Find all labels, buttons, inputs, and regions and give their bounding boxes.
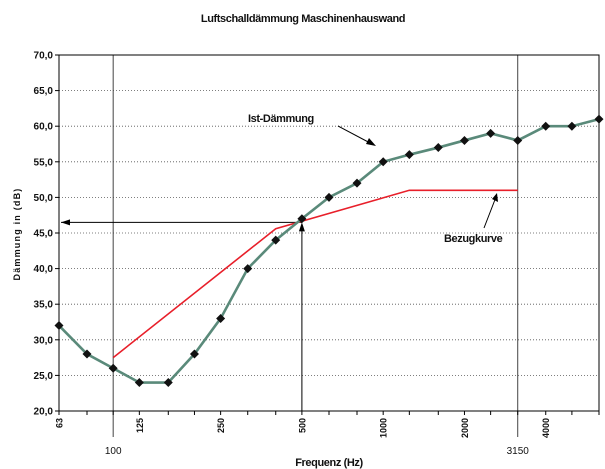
annotations: Ist-Dämmung Bezugkurve [248,113,503,245]
y-tick-label: 45,0 [34,229,54,240]
y-tick-label: 20,0 [34,407,54,418]
arrowhead [298,222,305,232]
data-point [567,121,577,131]
data-point [134,378,144,388]
data-point [108,363,118,373]
data-point [486,128,496,138]
arrowhead [366,138,376,146]
data-point [352,178,362,188]
x-tick-label: 125 [135,418,145,433]
data-point [54,321,64,331]
y-tick-label: 55,0 [34,157,54,168]
data-point [594,114,604,124]
data-point [243,264,253,274]
x-tick-label: 1000 [379,418,389,438]
series-layer [54,114,604,388]
y-tick-label: 70,0 [34,51,54,62]
x-axis-ticks: 63 125 250 500 1000 2000 4000 100 3150 [55,411,600,457]
data-point [216,313,226,323]
data-point [404,150,414,160]
y-tick-label: 35,0 [34,300,54,311]
y-tick-label: 30,0 [34,335,54,346]
arrowhead [61,219,70,226]
data-point [324,192,334,202]
x-tick-label: 63 [55,418,65,428]
chart-title: Luftschalldämmung Maschinenhauswand [201,13,405,25]
data-point [378,157,388,167]
x-axis-label: Frequenz (Hz) [295,457,363,469]
annotation-arrow [483,196,497,229]
y-tick-label: 60,0 [34,122,54,133]
data-point [541,121,551,131]
y-axis-label: Dämmung in (dB) [12,188,22,281]
reference-lines [61,55,519,437]
x-tick-label: 250 [216,418,226,433]
data-point [297,214,307,224]
data-point [433,143,443,153]
y-tick-label: 50,0 [34,193,54,204]
annotation-ist-daemmung: Ist-Dämmung [248,113,314,125]
y-axis-ticks: 20,0 25,0 30,0 35,0 40,0 45,0 50,0 55,0 60,0 65,0… [34,51,59,418]
data-point [513,135,523,145]
data-point [82,349,92,359]
series-line-bezugkurve [112,189,518,359]
data-point [163,378,173,388]
annotation-bezugkurve: Bezugkurve [444,233,503,245]
x-extra-label: 3150 [507,446,530,457]
y-tick-label: 65,0 [34,86,54,97]
annotation-arrow [337,125,373,145]
y-tick-label: 40,0 [34,264,54,275]
data-point [271,235,281,245]
x-tick-label: 500 [297,418,307,433]
x-tick-label: 4000 [541,418,551,438]
x-tick-label: 2000 [460,418,470,438]
y-tick-label: 25,0 [34,371,54,382]
data-point [189,349,199,359]
data-point [459,135,469,145]
arrowhead [492,193,498,202]
x-extra-label: 100 [105,446,122,457]
